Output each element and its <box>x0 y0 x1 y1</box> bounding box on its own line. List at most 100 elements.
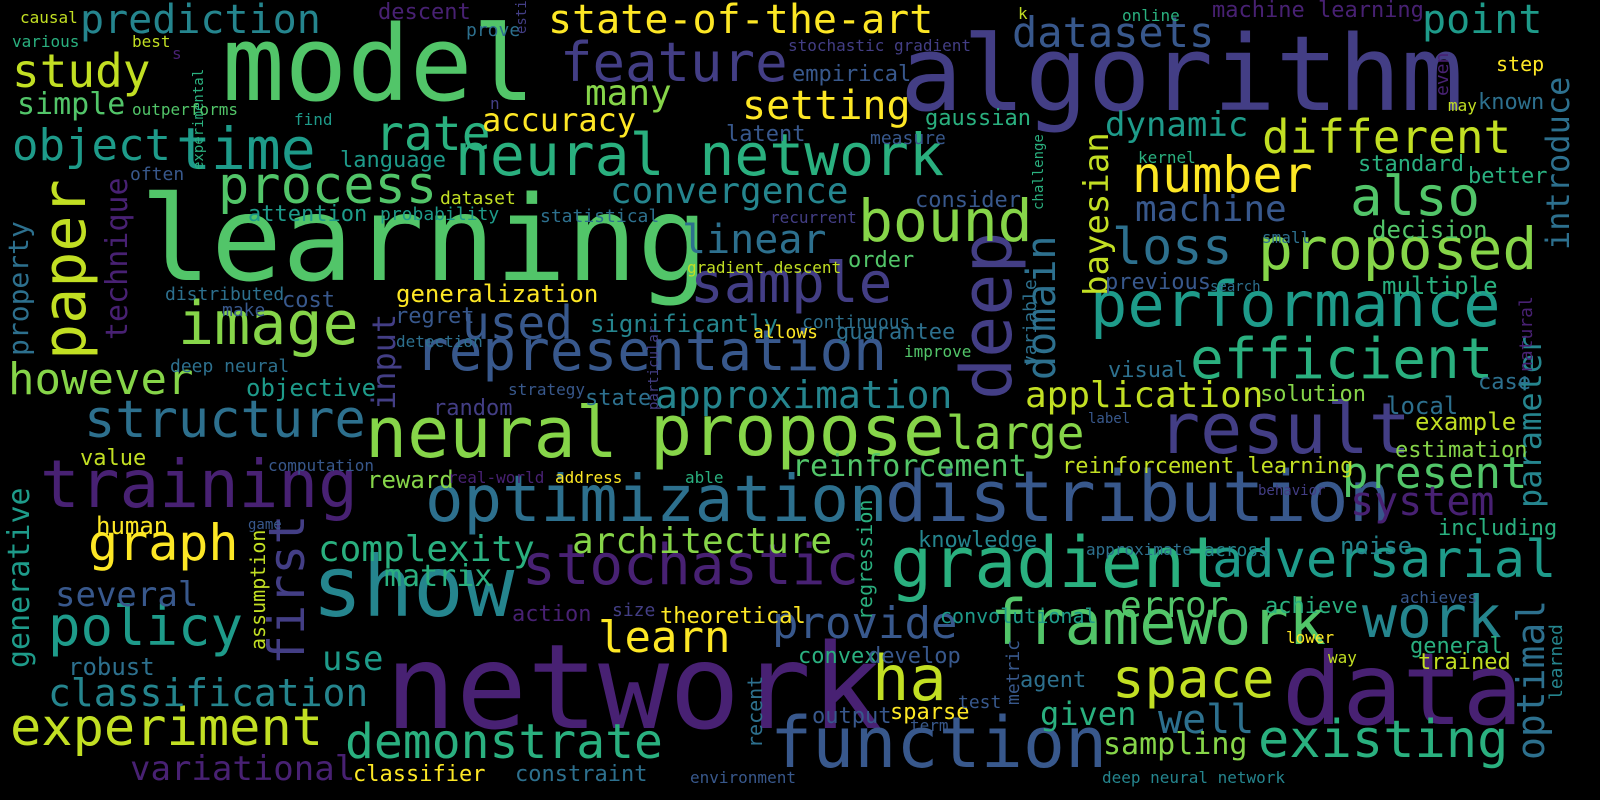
word-online: online <box>1122 6 1180 25</box>
word-loss: loss <box>1112 218 1233 276</box>
word-proposed: proposed <box>1258 215 1538 283</box>
word-study: study <box>12 44 151 98</box>
word-probability: probability <box>380 204 500 225</box>
word-also: also <box>1350 165 1481 228</box>
word-gradient-descent: gradient descent <box>687 258 842 277</box>
word-best: best <box>132 32 171 51</box>
word-generative: generative <box>2 487 37 668</box>
word-standard: standard <box>1358 152 1464 177</box>
word-robust: robust <box>68 653 155 681</box>
word-time: time <box>176 115 316 183</box>
word-technique: technique <box>100 177 135 340</box>
word-trained: trained <box>1418 650 1511 675</box>
word-step: step <box>1496 52 1545 76</box>
word-cost: cost <box>282 288 335 313</box>
word-distributed: distributed <box>165 284 285 305</box>
word-challenge: challenge <box>1031 134 1047 210</box>
word-use: use <box>322 639 384 679</box>
word-adversarial: adversarial <box>1212 530 1557 590</box>
word-make: make <box>222 300 266 321</box>
word-objective: objective <box>246 374 377 402</box>
word-error: error <box>1120 585 1229 626</box>
word-classifier: classifier <box>353 762 486 787</box>
word-better: better <box>1468 164 1548 189</box>
word-various: various <box>12 32 80 51</box>
word-feature: feature <box>560 31 788 94</box>
word-including: including <box>1438 516 1558 541</box>
word-reward: reward <box>367 466 454 494</box>
word-linear: linear <box>682 217 827 263</box>
word-large: large <box>946 406 1085 460</box>
word-way: way <box>1328 648 1357 667</box>
word-datasets: datasets <box>1012 8 1215 57</box>
word-behavior: behavior <box>1258 483 1326 499</box>
word-address: address <box>555 468 623 487</box>
word-function: function <box>770 702 1108 784</box>
word-test: test <box>958 692 1002 713</box>
word-distribution: distribution <box>885 456 1391 538</box>
word-show: show <box>312 538 515 636</box>
word-decision: decision <box>1372 216 1488 244</box>
word-output: output <box>812 704 892 729</box>
word-small: small <box>1262 228 1311 247</box>
word-bound: bound <box>858 187 1033 255</box>
word-regret: regret <box>395 304 475 329</box>
word-generalization: generalization <box>396 280 599 308</box>
word-sample: sample <box>690 251 893 316</box>
word-size: size <box>612 600 656 621</box>
word-neural: neural <box>365 392 618 474</box>
word-neural-network: neural network <box>455 121 944 189</box>
word-s: s <box>172 44 182 63</box>
word-local: local <box>1386 392 1459 420</box>
word-matrix: matrix <box>384 559 493 594</box>
word-learned: learned <box>1546 624 1567 700</box>
word-point: point <box>1422 0 1543 43</box>
word-continuous: continuous <box>802 312 911 333</box>
word-state: state <box>585 386 652 411</box>
word-multiple: multiple <box>1382 272 1498 300</box>
word-recurrent: recurrent <box>770 208 857 227</box>
word-learn: learn <box>598 612 731 663</box>
word-empirical: empirical <box>792 62 912 87</box>
word-structure: structure <box>84 390 366 450</box>
word-measure: measure <box>870 128 946 149</box>
word-constraint: constraint <box>515 762 648 787</box>
word-computation: computation <box>268 456 374 475</box>
word-search: search <box>1210 279 1261 295</box>
word-attention: attention <box>248 202 368 227</box>
word-system: system <box>1350 479 1495 525</box>
word-latent: latent <box>726 122 806 147</box>
word-guarantee: guarantee <box>836 320 956 345</box>
word-training: training <box>40 446 358 523</box>
word-deep: deep <box>946 231 1028 400</box>
word-machine-learning: machine learning <box>1212 0 1424 23</box>
word-develop: develop <box>868 644 961 669</box>
word-dataset: dataset <box>440 188 516 209</box>
word-outperforms: outperforms <box>132 100 238 119</box>
word-term: term <box>910 716 949 735</box>
word-learning: learning <box>140 170 709 308</box>
word-strategy: strategy <box>508 380 586 399</box>
word-complexity: complexity <box>318 529 535 570</box>
word-many: many <box>585 73 672 114</box>
word-able: able <box>685 468 724 487</box>
word-variable: variable <box>1020 279 1041 366</box>
word-find: find <box>294 110 333 129</box>
word-used: used <box>462 296 573 350</box>
word-classification: classification <box>48 671 369 715</box>
word-space: space <box>1112 647 1275 710</box>
word-algorithm: algorithm <box>900 13 1464 135</box>
word-rate: rate <box>375 106 491 162</box>
word-provide: provide <box>772 598 958 649</box>
word-experimental: experimental <box>191 68 207 170</box>
word-existing: existing <box>1258 710 1509 770</box>
word-even: even <box>1432 52 1453 96</box>
word-well: well <box>1158 697 1255 743</box>
word-paper: paper <box>30 179 100 360</box>
word-deep-neural: deep neural <box>170 356 290 377</box>
word-across: across <box>1204 540 1270 561</box>
word-environment: environment <box>690 768 796 787</box>
word-reinforcement: reinforcement <box>792 449 1027 484</box>
word-efficient: efficient <box>1190 327 1494 392</box>
